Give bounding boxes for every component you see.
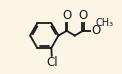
Text: CH₃: CH₃ [95,18,113,28]
Text: O: O [91,24,101,37]
Text: O: O [62,9,71,22]
Text: O: O [78,9,88,22]
Text: Cl: Cl [46,56,58,69]
